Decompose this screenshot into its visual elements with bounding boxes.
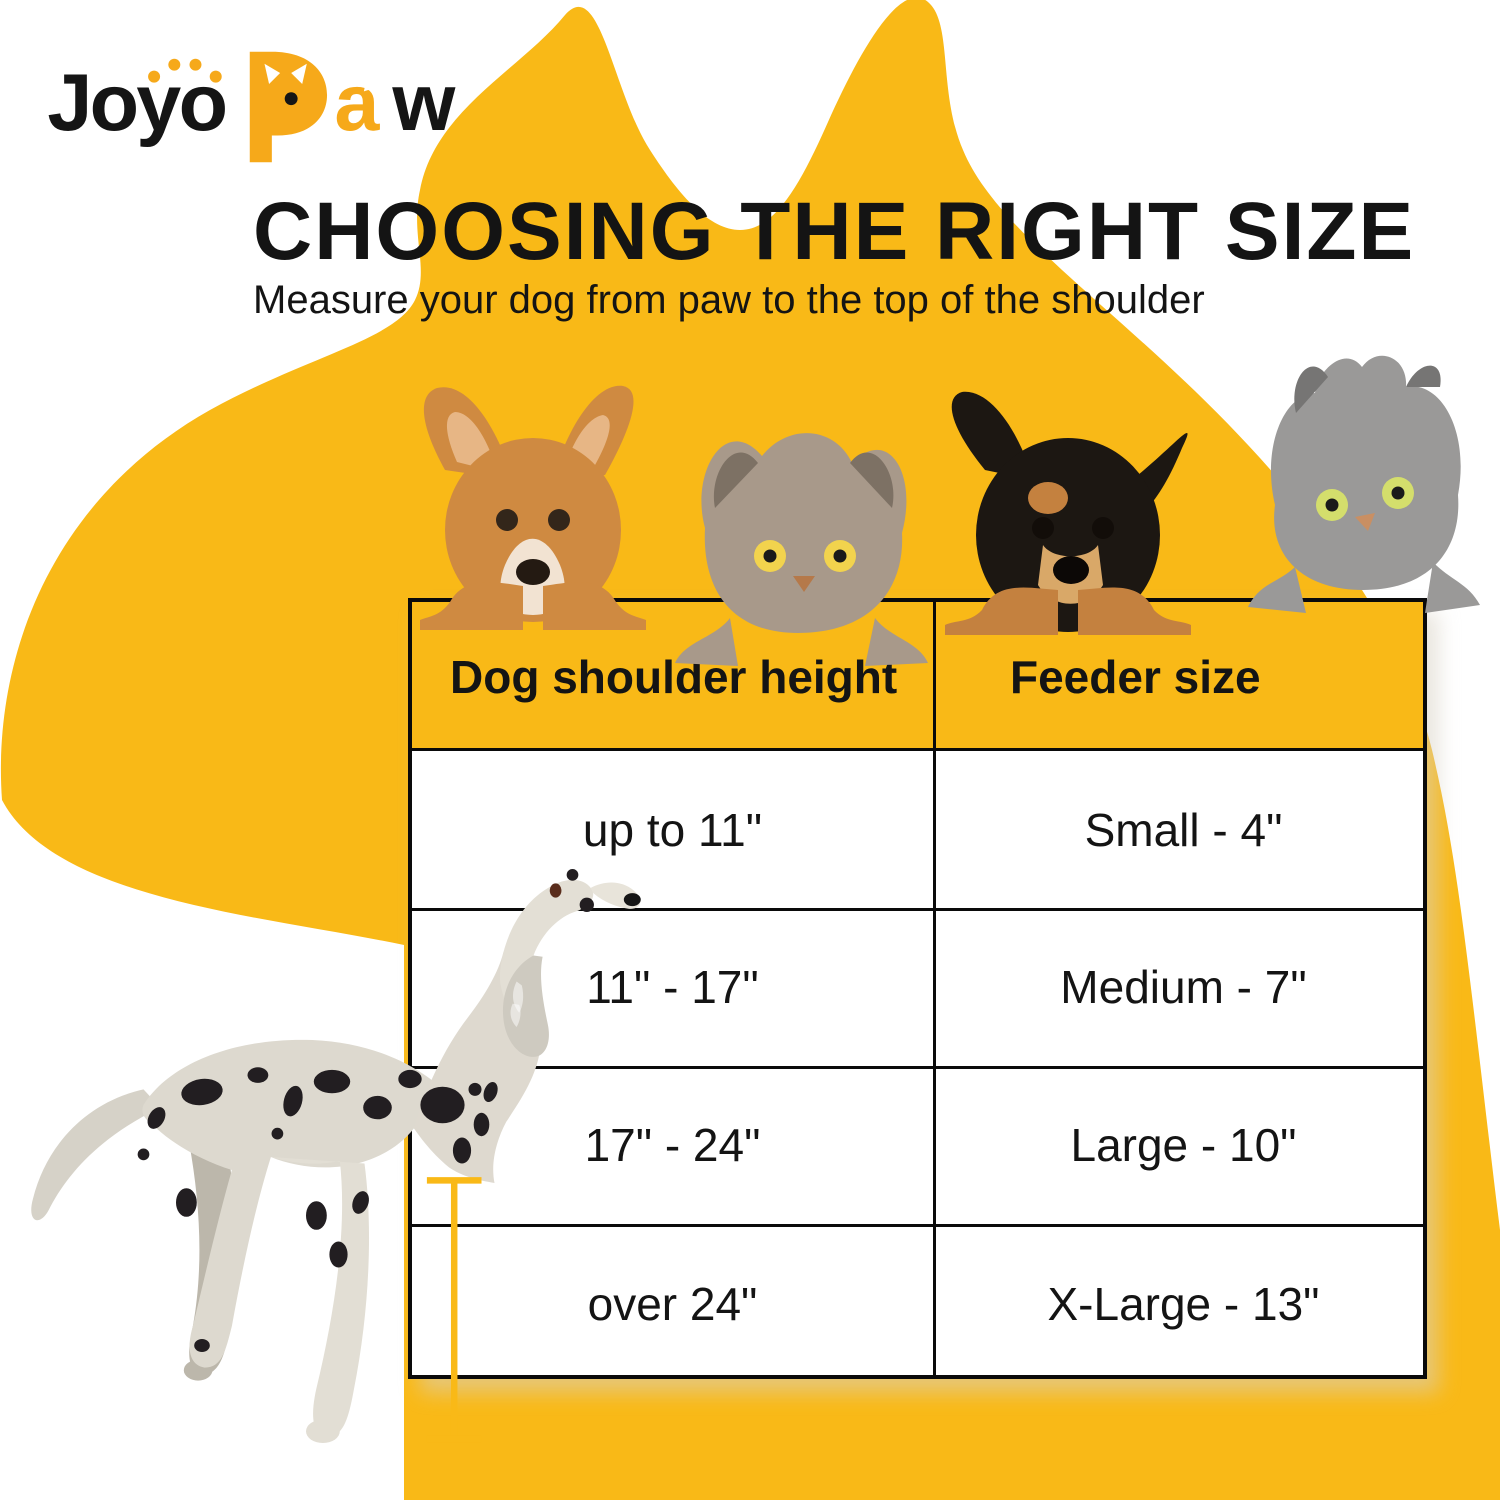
svg-text:w: w [391,58,456,148]
svg-text:Joyo: Joyo [47,58,225,148]
svg-text:a: a [334,58,380,148]
